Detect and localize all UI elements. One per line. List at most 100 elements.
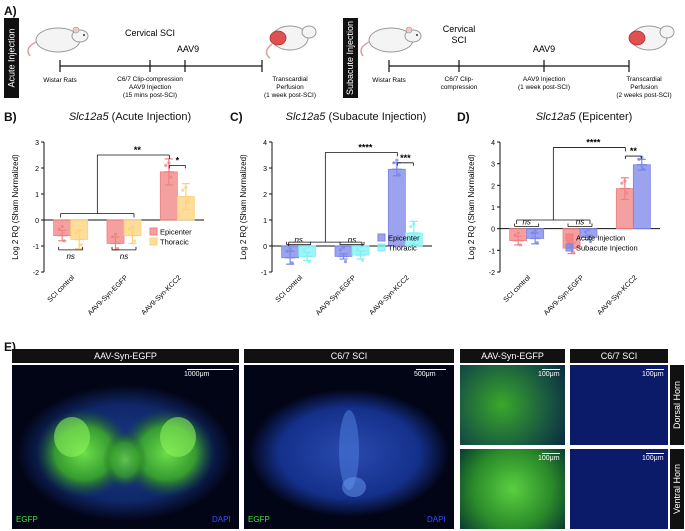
header-aav-syn-egfp-2: AAV-Syn-EGFP [460, 349, 565, 363]
y-tick-label: -1 [33, 244, 39, 251]
aav9-label: AAV9 [177, 44, 199, 54]
clip-line-2: AAV9 Injection [129, 84, 172, 91]
data-point [637, 157, 641, 161]
panel-b-title: Slc12a5 (Acute Injection) [30, 111, 230, 123]
bar [632, 164, 651, 230]
data-point [77, 228, 81, 232]
y-tick-label: 4 [491, 140, 495, 147]
injection-line-2: (1 week post-SCI) [518, 84, 570, 91]
data-point [186, 200, 190, 204]
ns-label: ns [66, 252, 74, 261]
panel-c-gene: Slc12a5 [285, 111, 326, 123]
y-tick-label: 3 [491, 162, 495, 169]
perfused-rat-icon [265, 25, 317, 59]
subacute-injection-sidebar-text: Subacute Injection [345, 20, 356, 96]
data-point [302, 248, 306, 252]
perfused-rat-icon [628, 25, 675, 51]
data-point [623, 179, 627, 183]
data-point [392, 161, 396, 165]
data-point [60, 224, 64, 229]
scale-bar-100 [542, 369, 560, 370]
data-point [414, 236, 418, 240]
scale-label-100: 100μm [642, 371, 664, 378]
y-tick-label: 2 [263, 192, 267, 199]
data-point [412, 222, 416, 226]
chart-subacute-injection: -1 0 1 2 3 4 Log 2 RQ (Sham Normalized) SCI con… [239, 140, 432, 317]
panel-b-gene: Slc12a5 [68, 111, 109, 123]
ns-label: ns [120, 252, 128, 261]
panel-c-label: C) [230, 110, 243, 124]
data-point [79, 243, 83, 247]
data-point [115, 247, 120, 251]
sci-label: SCI [451, 35, 466, 45]
scale-bar-100 [646, 453, 664, 454]
significance-label: ** [630, 146, 638, 156]
scale-label-100: 100μm [642, 455, 664, 462]
data-point [642, 167, 646, 171]
acute-injection-sidebar: Acute Injection [4, 18, 19, 98]
y-tick-label: 4 [263, 140, 267, 147]
x-tick-label: AAV9-Syn-EGFP [543, 274, 586, 317]
ns-label: ns [576, 218, 584, 227]
y-tick-label: 1 [491, 205, 495, 212]
clip-line-3: (15 mins post-SCI) [123, 92, 177, 99]
panel-b-label: B) [4, 110, 17, 124]
wistar-rats-label: Wistar Rats [372, 77, 406, 84]
aav9-label: AAV9 [533, 44, 555, 54]
y-tick-label: 1 [35, 192, 39, 199]
y-tick-label: 0 [263, 244, 267, 251]
x-tick-label: AAV9-Syn-KCC2 [368, 274, 410, 316]
header-c67-sci-2: C6/7 SCI [570, 349, 668, 363]
legend-label: Epicenter [388, 234, 420, 243]
data-point [355, 247, 360, 251]
data-point [167, 161, 171, 165]
panel-d-title-rest: (Epicenter) [575, 111, 633, 123]
data-point [588, 240, 593, 244]
x-tick-label: SCI control [503, 274, 533, 304]
data-point [513, 233, 517, 237]
y-tick-label: 1 [263, 218, 267, 225]
y-tick-label: -1 [261, 270, 267, 277]
data-point [290, 261, 294, 265]
clip-line-1: C6/7 Clip-compression [117, 76, 183, 83]
perfusion-line-1: Transcardial [272, 76, 308, 83]
data-point [341, 245, 346, 249]
legend-label: Thoracic [160, 238, 189, 247]
data-point [285, 249, 289, 253]
rat-icon [360, 26, 422, 57]
y-tick-label: 0 [491, 227, 495, 234]
perfusion-line-3: (2 weeks post-SCI) [616, 92, 671, 99]
panel-a-left-timeline: Wistar Rats Cervical SCI AAV9 C6/7 Clip-… [27, 25, 317, 99]
legend-label: Thoracic [388, 244, 417, 253]
legend-swatch [565, 233, 574, 242]
legend-label: Subacute Injection [576, 244, 638, 253]
dorsal-horn-text: Dorsal Horn [672, 380, 683, 430]
y-axis-label: Log 2 RQ (Sham Normalized) [239, 154, 248, 260]
ventral-horn-text: Ventral Horn [672, 463, 682, 515]
data-point [343, 260, 348, 264]
x-tick-label: AAV9-Syn-KCC2 [140, 274, 182, 316]
data-point [169, 175, 173, 179]
data-point [110, 235, 115, 239]
data-point [516, 231, 520, 235]
significance-label: **** [586, 137, 601, 147]
dapi-label: DAPI [212, 515, 231, 524]
panel-d-title: Slc12a5 (Epicenter) [484, 111, 684, 123]
significance-label: ** [134, 145, 142, 155]
x-tick-label: SCI control [275, 274, 305, 304]
data-point [74, 231, 78, 235]
y-tick-label: 0 [35, 218, 39, 225]
x-tick-label: AAV9-Syn-EGFP [87, 274, 130, 317]
data-point [535, 241, 539, 245]
data-point [130, 224, 135, 229]
panel-d-label: D) [457, 110, 470, 124]
cervical-label: Cervical [443, 24, 476, 34]
header-aav-syn-egfp-1: AAV-Syn-EGFP [12, 349, 239, 363]
data-point [127, 227, 132, 231]
data-point [307, 260, 311, 264]
ventral-horn-sidebar: Ventral Horn [670, 449, 684, 529]
y-axis-label: Log 2 RQ (Sham Normalized) [11, 154, 20, 260]
panel-a-right-timeline: Wistar Rats Cervical SCI C6/7 Clip- comp… [360, 24, 675, 99]
sci-ventral-horn-image: 100μm [570, 449, 668, 529]
sci-dorsal-horn-image: 100μm [570, 365, 668, 445]
